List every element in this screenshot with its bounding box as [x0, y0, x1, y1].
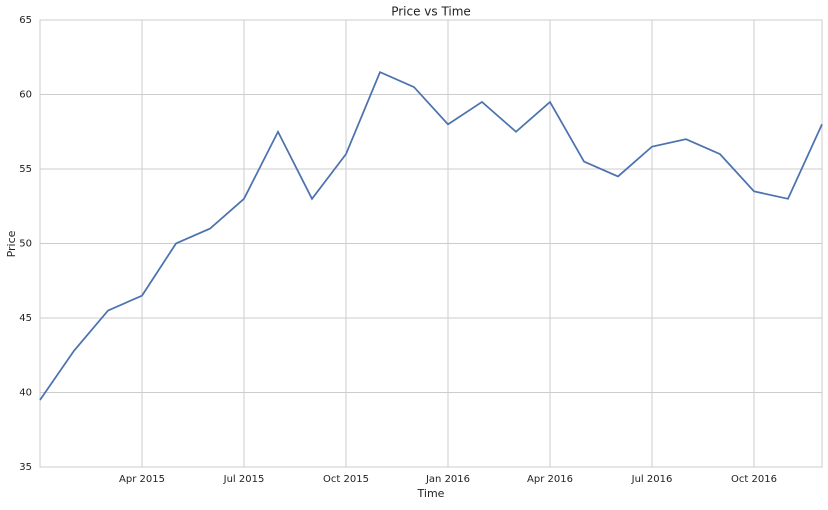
y-tick-label: 55	[19, 164, 32, 175]
y-tick-label: 35	[19, 462, 32, 473]
y-tick-label: 40	[19, 388, 32, 399]
x-tick-label: Jul 2016	[631, 474, 673, 485]
x-tick-label: Oct 2016	[731, 474, 777, 485]
x-tick-label: Apr 2015	[119, 474, 165, 485]
y-tick-label: 45	[19, 313, 32, 324]
y-axis-label: Price	[5, 230, 18, 257]
x-tick-label: Oct 2015	[323, 474, 369, 485]
x-axis-label: Time	[417, 487, 445, 500]
x-tick-label: Jul 2015	[223, 474, 265, 485]
x-tick-label: Jan 2016	[425, 474, 470, 485]
y-tick-label: 65	[19, 15, 32, 26]
line-series	[39, 70, 823, 401]
y-tick-label: 60	[19, 90, 32, 101]
y-tick-label: 50	[19, 239, 32, 250]
x-tick-label: Apr 2016	[527, 474, 573, 485]
chart-title: Price vs Time	[391, 5, 471, 19]
